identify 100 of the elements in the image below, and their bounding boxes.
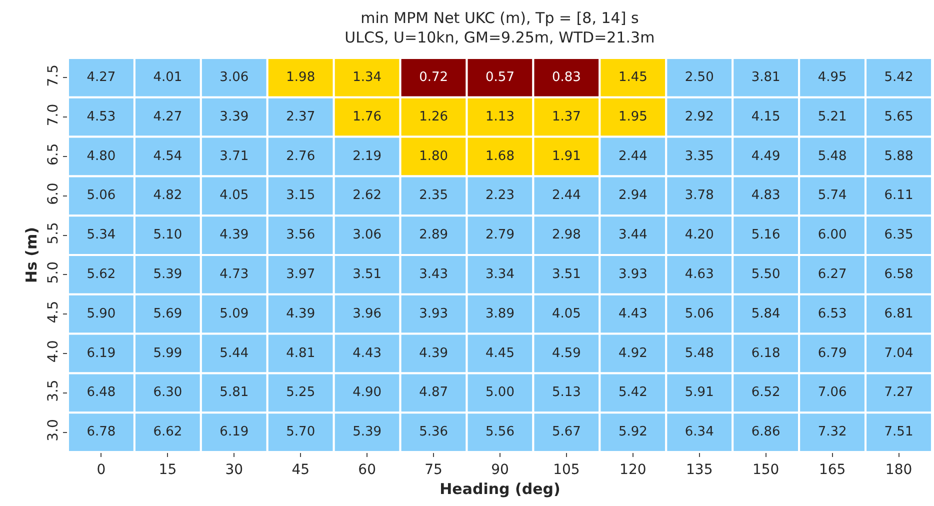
data-label: 1.76 [352, 109, 382, 124]
data-label: 1.80 [419, 148, 448, 164]
data-label: 4.63 [684, 266, 714, 282]
data-label: 6.34 [684, 424, 714, 440]
data-label: 4.73 [220, 266, 249, 282]
data-label: 7.32 [818, 424, 847, 440]
data-label: 5.81 [220, 385, 249, 400]
data-label: 3.43 [419, 266, 448, 282]
data-label: 3.89 [486, 306, 514, 322]
x-tick-label: 15 [158, 462, 177, 478]
data-label: 6.58 [884, 266, 914, 282]
data-label: 4.81 [286, 346, 316, 361]
y-tick-label: 4.5 [45, 300, 62, 324]
data-label: 5.25 [286, 385, 316, 400]
data-label: 5.42 [884, 70, 914, 85]
data-label: 5.42 [618, 385, 648, 400]
data-label: 4.39 [220, 228, 249, 243]
data-label: 5.10 [153, 228, 182, 243]
data-label: 0.57 [486, 70, 514, 85]
data-label: 3.51 [352, 266, 382, 282]
x-tick-label: 135 [686, 462, 713, 478]
data-label: 5.16 [751, 228, 780, 243]
data-label: 6.86 [751, 424, 780, 440]
data-label: 4.39 [419, 346, 448, 361]
data-label: 6.19 [220, 424, 249, 440]
data-label: 1.37 [552, 109, 581, 124]
data-label: 5.56 [486, 424, 514, 440]
y-tick-label: 7.0 [45, 104, 62, 126]
data-label: 2.89 [419, 228, 448, 243]
data-label: 7.06 [818, 385, 847, 400]
data-label: 5.99 [153, 346, 182, 361]
y-tick-label: 3.5 [45, 380, 62, 402]
data-label: 5.84 [751, 306, 780, 322]
data-label: 2.92 [684, 109, 714, 124]
data-label: 4.92 [618, 346, 648, 361]
data-label: 6.52 [751, 385, 780, 400]
data-label: 1.98 [286, 70, 316, 85]
data-label: 5.88 [884, 148, 914, 164]
y-tick-label: 7.5 [45, 64, 62, 87]
data-label: 5.91 [684, 385, 714, 400]
data-label: 5.00 [486, 385, 514, 400]
data-label: 6.48 [86, 385, 116, 400]
x-tick-label: 60 [358, 462, 376, 478]
data-label: 6.62 [153, 424, 182, 440]
data-label: 6.79 [818, 346, 847, 361]
data-label: 7.04 [884, 346, 914, 361]
data-label: 6.81 [884, 306, 914, 322]
data-label: 5.67 [552, 424, 581, 440]
data-label: 6.30 [153, 385, 182, 400]
data-label: 1.26 [419, 109, 448, 124]
data-label: 1.91 [552, 148, 581, 164]
data-label: 4.05 [552, 306, 581, 322]
data-label: 1.13 [486, 109, 514, 124]
x-axis-title: Heading (deg) [440, 480, 560, 498]
data-label: 3.34 [486, 266, 514, 282]
data-label: 5.06 [86, 188, 116, 204]
data-label: 2.37 [286, 109, 316, 124]
data-label: 3.44 [618, 228, 648, 243]
data-label: 2.50 [684, 70, 714, 85]
data-label: 6.35 [884, 228, 914, 243]
data-label: 3.06 [352, 228, 382, 243]
data-label: 5.39 [153, 266, 182, 282]
x-tick-label: 45 [292, 462, 310, 478]
data-label: 5.21 [818, 109, 847, 124]
data-label: 5.36 [419, 424, 448, 440]
data-label: 7.51 [884, 424, 914, 440]
data-label: 4.83 [751, 188, 780, 204]
data-label: 5.92 [618, 424, 648, 440]
y-tick-label: 5.5 [45, 222, 62, 244]
data-label: 5.65 [884, 109, 914, 124]
x-tick-label: 75 [424, 462, 442, 478]
data-label: 2.44 [552, 188, 581, 204]
data-label: 5.39 [352, 424, 382, 440]
data-label: 5.48 [818, 148, 847, 164]
data-label: 5.69 [153, 306, 182, 322]
x-tick-label: 165 [818, 462, 846, 478]
x-tick-label: 120 [620, 462, 646, 478]
y-tick-label: 3.0 [45, 419, 62, 442]
data-label: 5.62 [86, 266, 116, 282]
data-label: 4.01 [153, 70, 182, 85]
data-label: 2.35 [419, 188, 448, 204]
data-label: 4.59 [552, 346, 581, 361]
data-label: 5.48 [684, 346, 714, 361]
data-label: 3.96 [352, 306, 382, 322]
data-label: 2.62 [352, 188, 382, 204]
y-axis-title: Hs (m) [22, 226, 41, 284]
data-label: 4.20 [684, 228, 714, 243]
data-label: 4.49 [751, 148, 780, 164]
data-label: 4.43 [618, 306, 648, 322]
data-label: 2.79 [486, 228, 514, 243]
data-label: 3.93 [618, 266, 648, 282]
x-tick-label: 30 [225, 462, 244, 478]
data-label: 0.72 [419, 70, 448, 85]
data-label: 4.82 [153, 188, 182, 204]
data-label: 5.70 [286, 424, 316, 440]
x-tick-label: 150 [752, 462, 780, 478]
data-label: 2.19 [352, 148, 382, 164]
y-tick-label: 5.0 [45, 261, 62, 284]
data-label: 6.18 [751, 346, 780, 361]
y-tick-label: 6.0 [45, 182, 62, 205]
